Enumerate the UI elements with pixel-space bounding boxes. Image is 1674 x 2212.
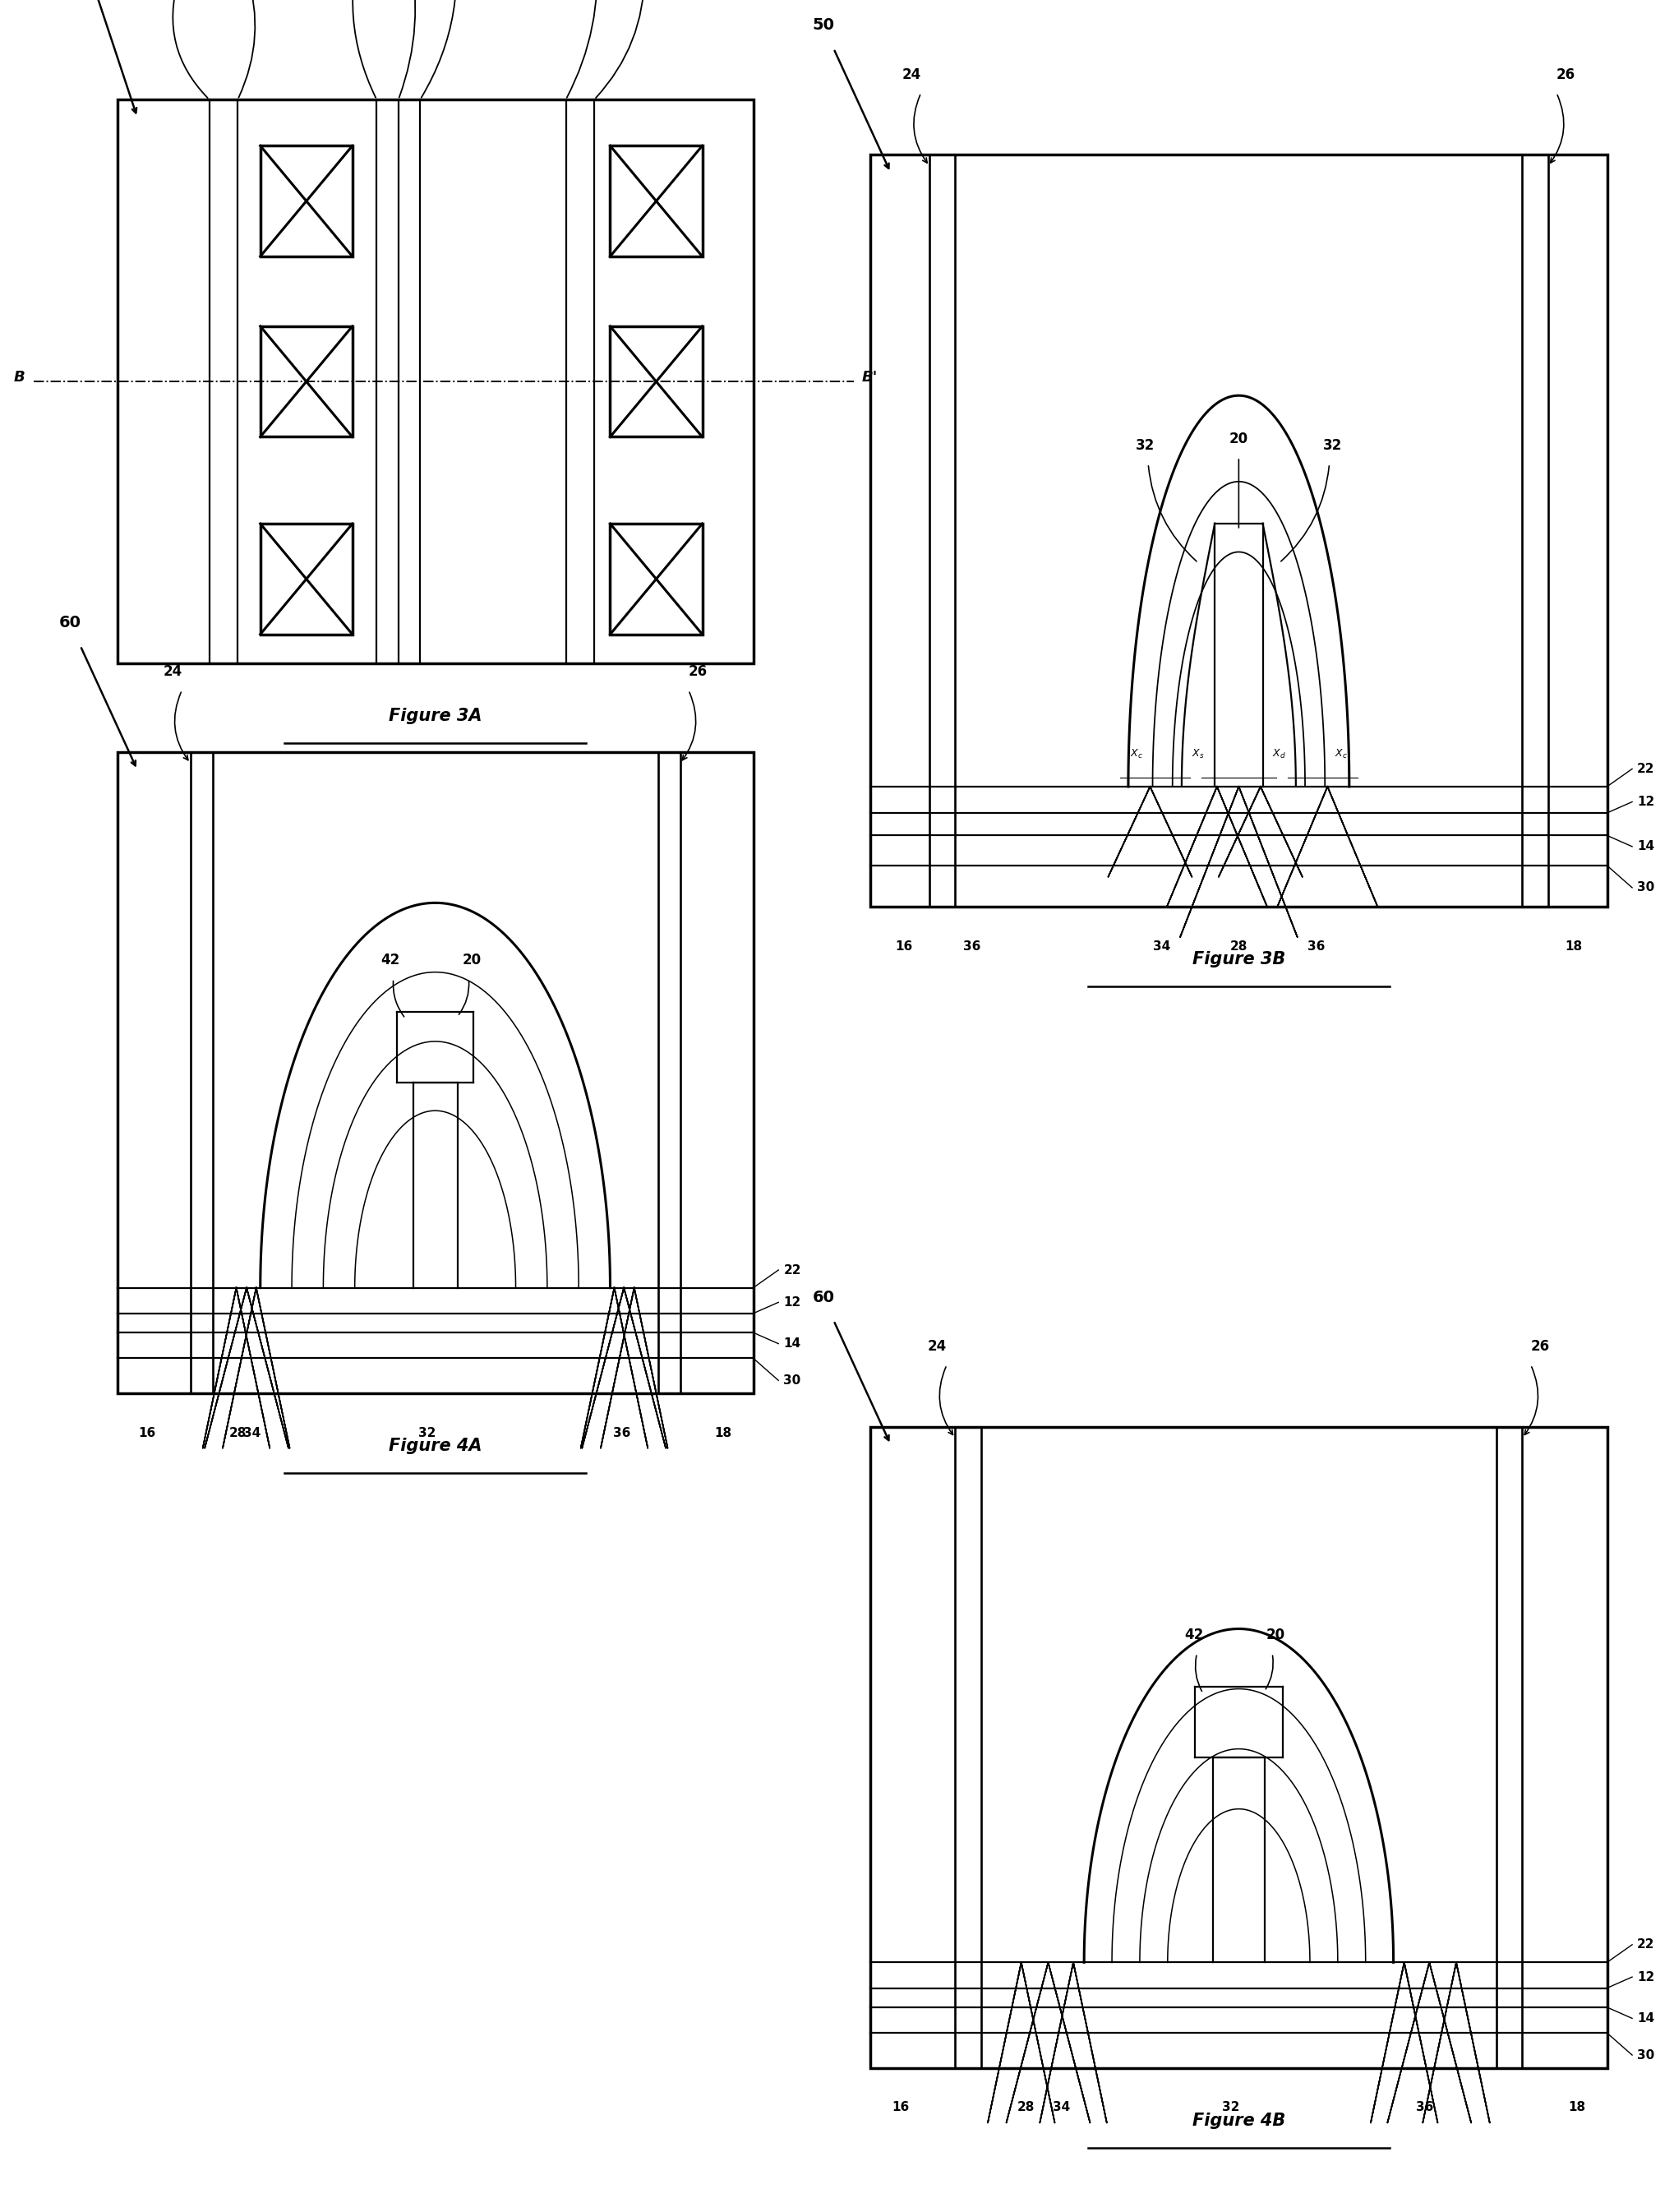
Bar — [870, 1427, 1607, 2068]
Text: 60: 60 — [59, 615, 82, 630]
Bar — [609, 146, 703, 257]
Text: 18: 18 — [1569, 2101, 1585, 2115]
Text: Figure 4A: Figure 4A — [388, 1438, 482, 1453]
Text: 16: 16 — [139, 1427, 156, 1440]
Text: Figure 4B: Figure 4B — [1192, 2112, 1286, 2128]
Text: 12: 12 — [1637, 1971, 1654, 1984]
Text: 30: 30 — [1637, 883, 1654, 894]
Text: 30: 30 — [783, 1374, 800, 1387]
Bar — [609, 327, 703, 438]
Text: 30: 30 — [1637, 2048, 1654, 2062]
Text: 18: 18 — [1565, 940, 1582, 953]
Text: 12: 12 — [1637, 796, 1654, 807]
Bar — [117, 752, 753, 1394]
Text: 60: 60 — [812, 1290, 835, 1305]
Bar — [259, 524, 352, 635]
Bar — [259, 327, 352, 438]
Text: X$_s$: X$_s$ — [1192, 748, 1205, 761]
Bar — [117, 100, 753, 664]
Text: 20: 20 — [462, 953, 482, 967]
Text: 32: 32 — [1222, 2101, 1239, 2115]
Text: B: B — [13, 369, 25, 385]
Text: 24: 24 — [902, 66, 921, 82]
Text: 28: 28 — [229, 1427, 246, 1440]
Text: 14: 14 — [1637, 2013, 1654, 2024]
Text: X$_d$: X$_d$ — [1272, 748, 1286, 761]
Text: Figure 3B: Figure 3B — [1192, 951, 1286, 967]
Text: 22: 22 — [1637, 1938, 1656, 1951]
Text: 24: 24 — [927, 1338, 947, 1354]
Text: 24: 24 — [162, 664, 182, 679]
Text: X$_c$: X$_c$ — [1334, 748, 1348, 761]
Text: 26: 26 — [1557, 66, 1575, 82]
Text: 36: 36 — [963, 940, 981, 953]
Bar — [870, 155, 1607, 907]
Text: 26: 26 — [688, 664, 708, 679]
Text: 18: 18 — [715, 1427, 732, 1440]
Text: 32: 32 — [418, 1427, 435, 1440]
Text: 26: 26 — [1530, 1338, 1550, 1354]
Text: 16: 16 — [896, 940, 912, 953]
Text: 20: 20 — [1266, 1628, 1286, 1641]
Text: 14: 14 — [1637, 841, 1654, 852]
Bar — [609, 524, 703, 635]
Text: 32: 32 — [1322, 438, 1343, 453]
Text: 16: 16 — [892, 2101, 909, 2115]
Text: 28: 28 — [1018, 2101, 1035, 2115]
Text: B': B' — [862, 369, 877, 385]
Bar — [259, 146, 352, 257]
Text: Figure 3A: Figure 3A — [388, 708, 482, 723]
Text: 50: 50 — [812, 18, 835, 33]
Text: 34: 34 — [243, 1427, 261, 1440]
Text: 34: 34 — [1053, 2101, 1070, 2115]
Text: 28: 28 — [1230, 940, 1247, 953]
Text: X$_c$: X$_c$ — [1130, 748, 1143, 761]
Text: 42: 42 — [380, 953, 400, 967]
Text: 22: 22 — [1637, 763, 1656, 774]
Text: 14: 14 — [783, 1338, 800, 1349]
Text: 34: 34 — [1153, 940, 1170, 953]
Text: 20: 20 — [1229, 431, 1249, 447]
Text: 22: 22 — [783, 1263, 802, 1276]
Text: 36: 36 — [1416, 2101, 1433, 2115]
Text: 42: 42 — [1184, 1628, 1204, 1641]
Text: 36: 36 — [613, 1427, 631, 1440]
Text: 32: 32 — [1135, 438, 1155, 453]
Text: 12: 12 — [783, 1296, 800, 1310]
Text: 36: 36 — [1307, 940, 1324, 953]
